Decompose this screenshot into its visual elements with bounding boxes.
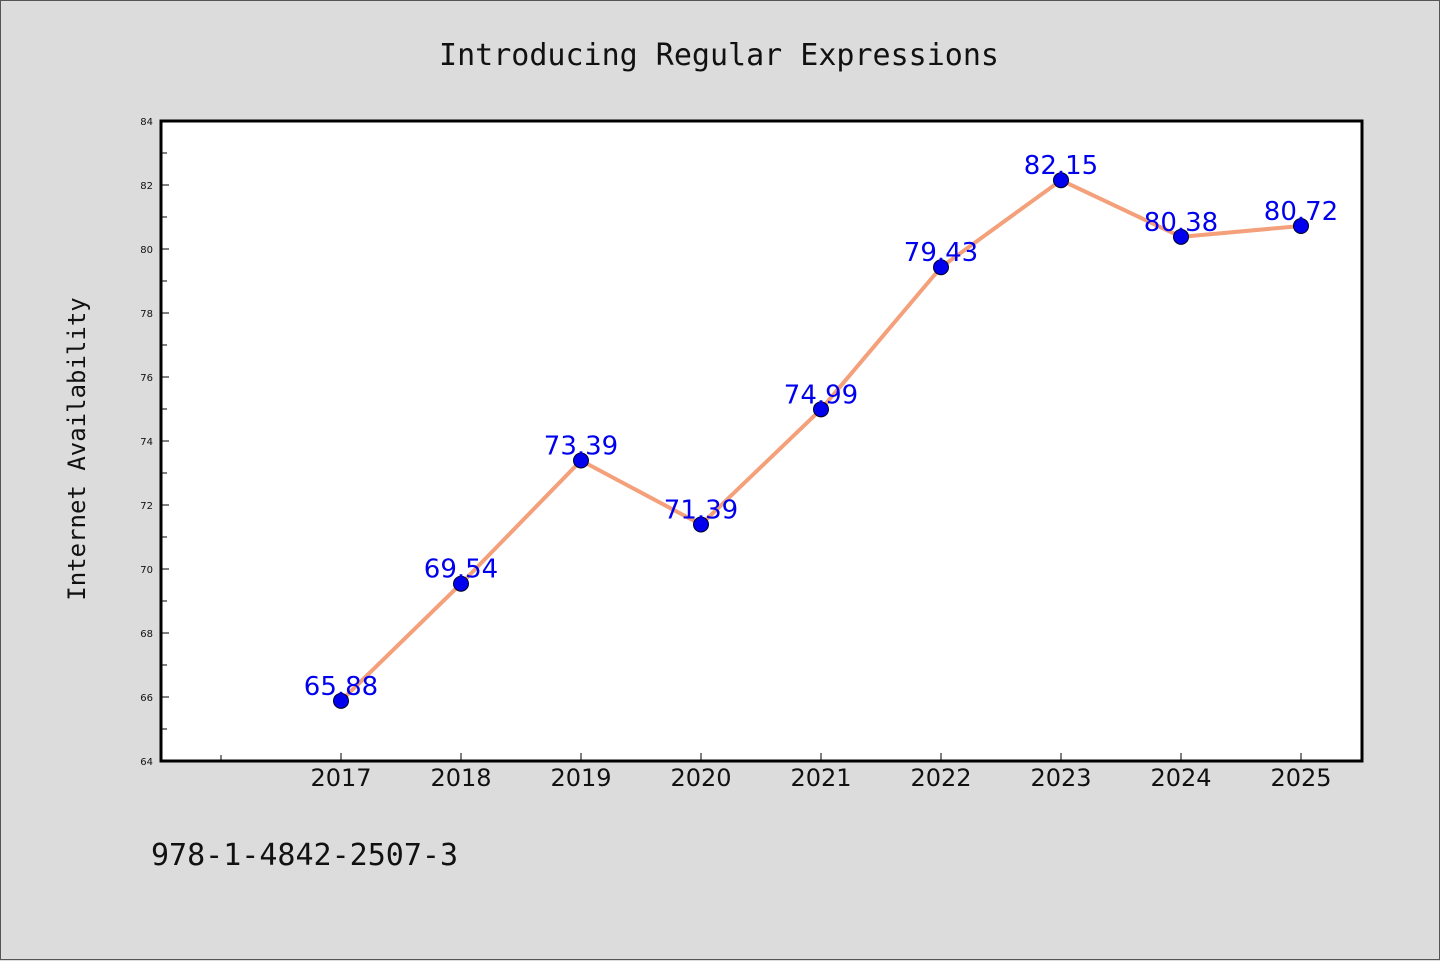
data-label: 69.54 [424,555,498,585]
x-tick-label: 2022 [910,764,971,792]
x-tick-label: 2018 [430,764,491,792]
data-label: 65.88 [304,672,378,702]
y-tick-label: 78 [140,309,153,320]
data-point [1053,172,1069,189]
x-tick-label: 2017 [310,764,371,792]
data-labels: 65.88 69.54 73.39 71.39 74.99 79.43 82.15 80.38… [304,151,1338,702]
series-internet-availability [333,172,1309,709]
x-tick-label: 2019 [550,764,611,792]
y-tick-label: 82 [140,181,153,192]
y-tick-label: 66 [140,693,153,704]
y-tick-label: 80 [140,245,153,256]
data-point [333,692,349,709]
data-label: 82.15 [1024,151,1098,181]
data-label: 79.43 [904,238,978,268]
data-label: 73.39 [544,432,618,462]
data-point [1293,217,1309,234]
data-label: 71.39 [664,496,738,526]
x-tick-label: 2025 [1270,764,1331,792]
y-axis: 64 66 68 70 72 74 76 78 80 82 84 [140,117,169,768]
y-tick-label: 64 [140,757,153,768]
y-tick-label: 84 [140,117,153,128]
y-tick-label: 76 [140,373,153,384]
data-point [813,401,829,418]
x-tick-label: 2020 [670,764,731,792]
data-label: 80.72 [1264,197,1338,227]
x-tick-label: 2023 [1030,764,1091,792]
y-axis-label: Internet Availability [63,297,91,600]
isbn-footer: 978-1-4842-2507-3 [151,838,458,873]
data-label: 80.38 [1144,208,1218,238]
chart-title: Introducing Regular Expressions [439,38,999,73]
y-tick-label: 74 [140,437,153,448]
data-label: 74.99 [784,380,858,410]
x-axis: 2017 2018 2019 2020 2021 2022 2023 2024 2025 [220,753,1332,792]
y-tick-label: 68 [140,629,153,640]
data-point [453,575,469,592]
x-tick-label: 2021 [790,764,851,792]
y-tick-label: 70 [140,565,153,576]
data-point [573,452,589,469]
data-point [1173,228,1189,245]
y-tick-label: 72 [140,501,153,512]
x-tick-label: 2024 [1150,764,1211,792]
data-point [693,516,709,533]
data-point [933,259,949,276]
